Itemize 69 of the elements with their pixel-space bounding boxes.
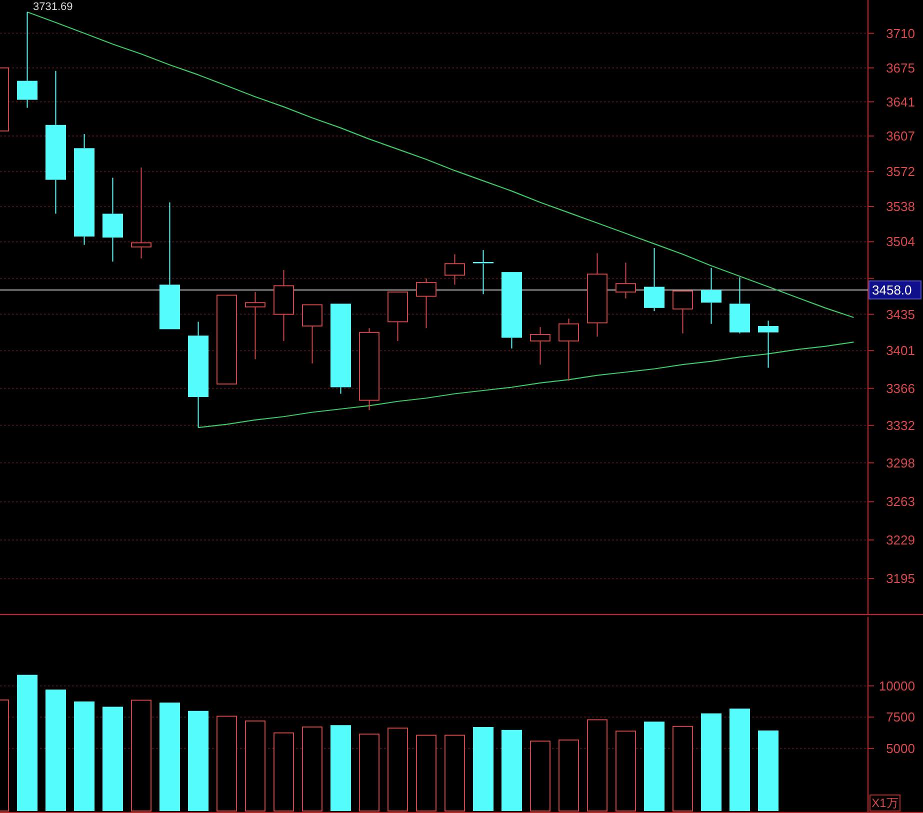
y-tick-label: 5000 xyxy=(886,740,915,756)
bar xyxy=(729,708,750,811)
candlestick xyxy=(358,328,380,411)
bar xyxy=(273,732,294,812)
candlestick xyxy=(130,167,152,259)
candlestick xyxy=(558,318,580,382)
y-tick-label: 3572 xyxy=(886,164,915,180)
line-series xyxy=(26,11,854,318)
bar xyxy=(16,674,38,811)
bar xyxy=(302,726,323,812)
bar xyxy=(216,716,238,812)
bar xyxy=(74,701,95,811)
bar xyxy=(700,713,722,811)
candlestick xyxy=(758,320,779,368)
annotation: 3731.69 xyxy=(33,1,73,13)
bar xyxy=(672,726,694,812)
y-tick-label: 3538 xyxy=(886,198,915,214)
y-tick-label: 3710 xyxy=(886,26,915,41)
y-tick-label: 10000 xyxy=(878,678,915,694)
bar xyxy=(472,727,494,811)
y-tick-label: 7500 xyxy=(886,710,915,725)
candlestick xyxy=(273,269,294,342)
candlestick xyxy=(188,321,209,428)
y-tick-label: 3607 xyxy=(886,128,915,144)
candlestick xyxy=(444,254,466,286)
bar xyxy=(416,734,437,812)
candlestick xyxy=(45,70,66,214)
bar xyxy=(758,730,779,811)
bar xyxy=(586,719,608,812)
bar xyxy=(615,730,636,812)
candlestick xyxy=(615,262,636,299)
candlestick xyxy=(729,276,750,334)
candlestick xyxy=(472,250,494,295)
y-tick-label: 3332 xyxy=(886,418,915,433)
bar xyxy=(159,702,180,811)
bar xyxy=(102,706,124,811)
candlestick xyxy=(530,326,551,366)
bar xyxy=(130,700,152,812)
y-tick-label: 3641 xyxy=(886,94,915,110)
candlestick xyxy=(244,292,266,360)
y-tick-label: 3675 xyxy=(886,60,915,76)
bar xyxy=(45,690,66,811)
y-tick-label: 3435 xyxy=(886,306,915,322)
bar xyxy=(358,734,380,812)
bar xyxy=(444,734,466,812)
bar xyxy=(530,740,551,812)
y-axis-title: X1万 xyxy=(872,796,898,810)
y-tick-label: 3263 xyxy=(886,494,915,510)
line-series xyxy=(198,341,854,428)
y-tick-label: 3298 xyxy=(886,455,915,470)
candlestick xyxy=(586,252,608,338)
candlestick xyxy=(700,267,722,324)
bar xyxy=(644,722,665,811)
bar xyxy=(558,740,580,812)
bar xyxy=(330,725,352,811)
bar xyxy=(387,728,408,812)
candlestick xyxy=(16,12,38,108)
candlestick xyxy=(102,177,124,262)
bar xyxy=(188,710,209,811)
y-tick-label: 3195 xyxy=(886,571,915,586)
bar xyxy=(244,720,266,812)
ref-line-label: 3458.0 xyxy=(872,282,912,298)
candlestick xyxy=(74,133,95,246)
y-tick-label: 3229 xyxy=(886,532,915,548)
y-tick-label: 3504 xyxy=(886,234,915,250)
bar xyxy=(501,730,522,811)
candlestick xyxy=(644,247,665,312)
y-tick-label: 3401 xyxy=(886,343,915,358)
y-tick-label: 3366 xyxy=(886,380,915,396)
